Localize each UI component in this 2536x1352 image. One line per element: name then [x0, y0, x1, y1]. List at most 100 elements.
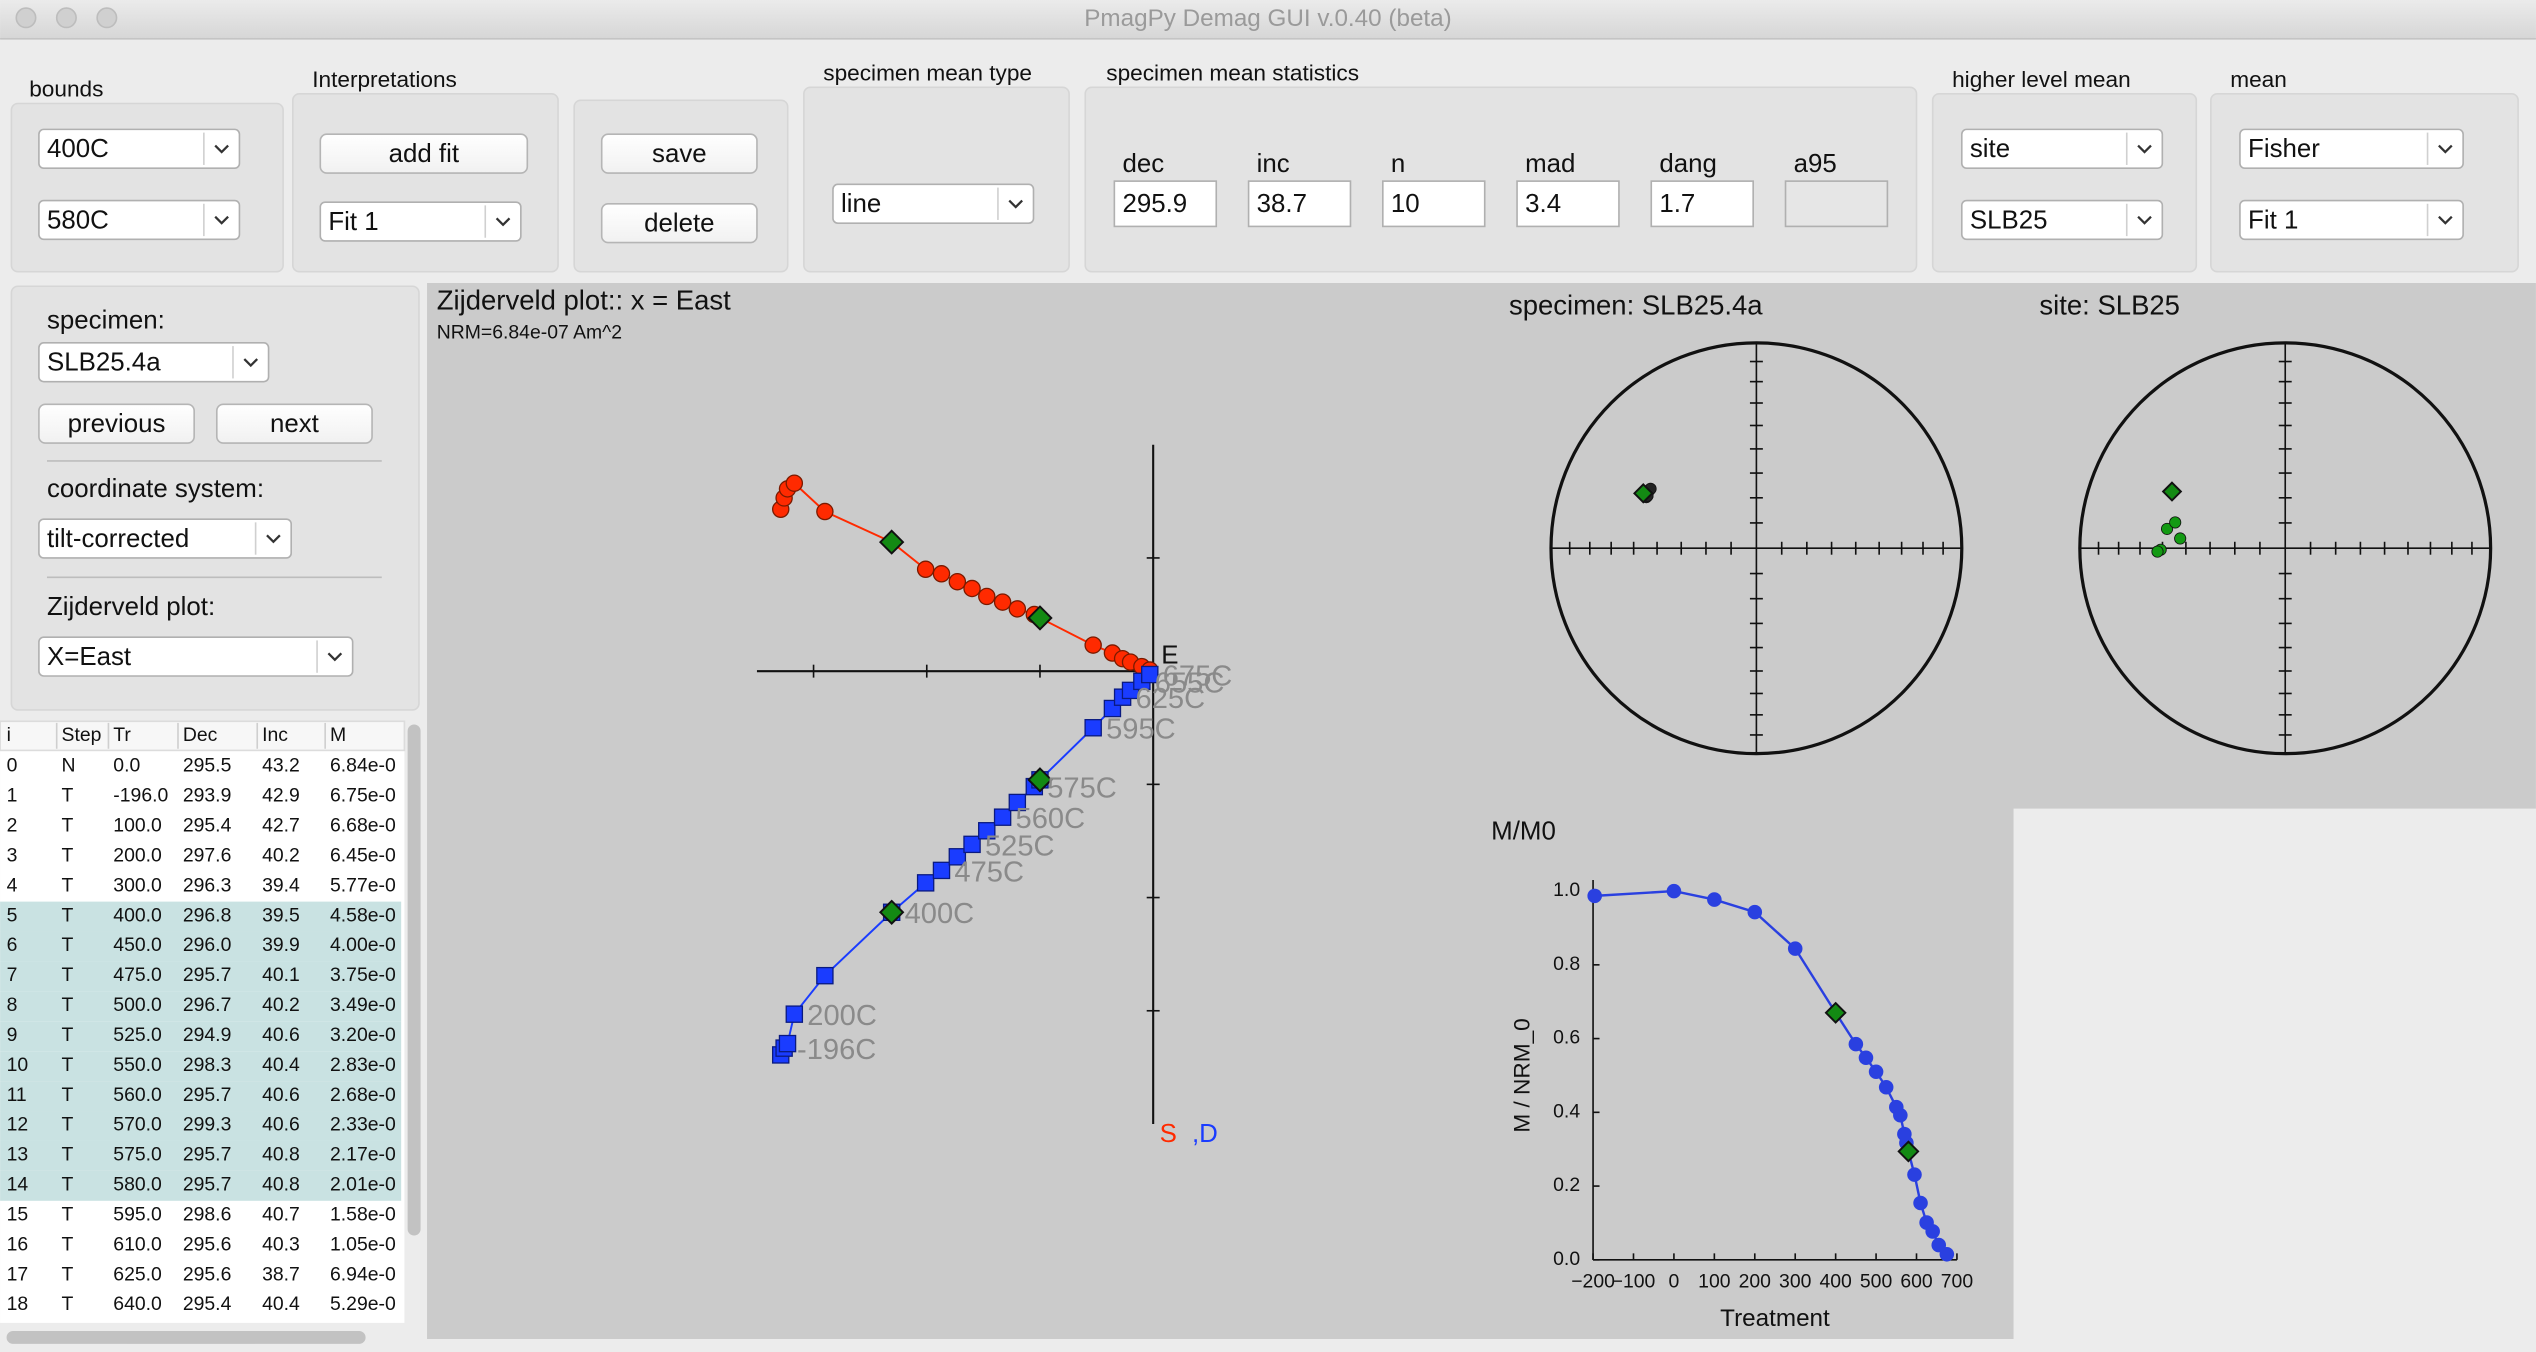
- dropdown-arrow: [214, 215, 229, 225]
- button-label: add fit: [389, 140, 459, 168]
- step-label: 595C: [1106, 714, 1176, 746]
- dropdown[interactable]: [38, 128, 241, 169]
- dropdown[interactable]: [1960, 128, 2164, 169]
- table-cell: 3.75e-0: [330, 964, 396, 986]
- table-cell: 40.8: [262, 1174, 300, 1196]
- table-cell: 298.3: [183, 1054, 232, 1076]
- button[interactable]: [38, 403, 195, 444]
- decay-point: [1747, 904, 1763, 920]
- stat-value: 1.7: [1659, 190, 1695, 218]
- fit-endpoint: [1824, 1001, 1847, 1024]
- table-cell: 575.0: [113, 1144, 162, 1166]
- table-cell: 43.2: [262, 755, 300, 777]
- fit-endpoint: [1897, 1140, 1920, 1163]
- direction-point: [2169, 516, 2182, 529]
- horizontal-point: [948, 572, 967, 591]
- table-cell: 6.45e-0: [330, 844, 396, 866]
- table-cell: 298.6: [183, 1203, 232, 1225]
- table-cell: T: [62, 1144, 74, 1166]
- step-label: 575C: [1047, 773, 1117, 805]
- decay-point: [1913, 1195, 1928, 1211]
- vertical-point: [916, 874, 935, 892]
- table-cell: T: [62, 785, 74, 807]
- stat-field[interactable]: [1516, 180, 1620, 228]
- fit-endpoint: [878, 529, 905, 555]
- direction-point: [2160, 522, 2174, 535]
- zoom-button[interactable]: [96, 7, 118, 29]
- minimize-button[interactable]: [55, 7, 77, 29]
- group-label: higher level mean: [1952, 67, 2131, 92]
- y-tick-label: 0.2: [1553, 1174, 1580, 1196]
- x-tick-label: 400: [1819, 1271, 1852, 1293]
- dropdown[interactable]: [2239, 199, 2464, 241]
- group-label: mean: [2230, 67, 2287, 92]
- stat-field[interactable]: [1650, 180, 1754, 228]
- button[interactable]: [600, 133, 758, 174]
- x-tick-label: 300: [1779, 1271, 1812, 1293]
- vertical-scrollbar[interactable]: [407, 724, 421, 1236]
- dropdown-value: SLB25: [1970, 206, 2048, 234]
- dropdown[interactable]: [832, 183, 1035, 224]
- button[interactable]: [600, 202, 758, 244]
- table-cell: 39.5: [262, 904, 300, 926]
- step-label: 400C: [905, 898, 975, 930]
- dropdown-value: 400C: [47, 135, 109, 163]
- table-cell: 5.77e-0: [330, 874, 396, 896]
- x-tick-label: −100: [1612, 1271, 1656, 1293]
- button[interactable]: [215, 403, 373, 444]
- table-cell: -196.0: [113, 785, 168, 807]
- table-cell: T: [62, 1203, 74, 1225]
- decay-point: [1878, 1079, 1894, 1095]
- horizontal-point: [816, 502, 834, 521]
- table-cell: 39.4: [262, 874, 300, 896]
- plot-area: [427, 283, 2536, 1340]
- table-cell: 295.7: [183, 1084, 232, 1106]
- row-highlight: [0, 1051, 402, 1082]
- button[interactable]: [319, 133, 529, 174]
- table-cell: 5: [7, 904, 18, 926]
- stat-field[interactable]: [1382, 180, 1486, 228]
- table-cell: 295.7: [183, 964, 232, 986]
- table-cell: 560.0: [113, 1084, 162, 1106]
- table-cell: 4.00e-0: [330, 934, 396, 956]
- dropdown-value: 580C: [47, 206, 109, 234]
- decay-point: [1848, 1036, 1864, 1052]
- horizontal-scrollbar[interactable]: [6, 1330, 366, 1344]
- table-cell: 1: [7, 785, 18, 807]
- table-cell: 525.0: [113, 1024, 162, 1046]
- table-cell: N: [62, 755, 76, 777]
- direction-point: [2151, 545, 2164, 558]
- group-label: specimen mean type: [823, 60, 1032, 85]
- stat-label: dec: [1122, 150, 1164, 178]
- vertical-point: [1008, 793, 1027, 812]
- table-cell: 1.58e-0: [330, 1203, 396, 1225]
- stat-field[interactable]: [1113, 180, 1218, 228]
- close-button[interactable]: [15, 7, 37, 29]
- dropdown[interactable]: [319, 201, 522, 242]
- button-label: delete: [644, 210, 714, 238]
- table-cell: 2: [7, 815, 18, 837]
- stat-field[interactable]: [1247, 180, 1352, 228]
- table-cell: 40.8: [262, 1144, 300, 1166]
- dropdown[interactable]: [1960, 199, 2164, 241]
- dropdown[interactable]: [38, 199, 241, 241]
- row-highlight: [0, 1021, 402, 1052]
- row-highlight: [0, 1111, 402, 1141]
- table-cell: T: [62, 844, 74, 866]
- table-cell: 293.9: [183, 785, 232, 807]
- stat-field[interactable]: [1784, 180, 1889, 228]
- vertical-point: [978, 822, 996, 840]
- dropdown[interactable]: [38, 342, 270, 383]
- table-cell: 500.0: [113, 994, 162, 1016]
- dropdown[interactable]: [38, 636, 354, 677]
- stat-value: 3.4: [1525, 190, 1561, 218]
- row-highlight: [0, 1140, 402, 1171]
- table-cell: 595.0: [113, 1203, 162, 1225]
- table-cell: 15: [7, 1203, 29, 1225]
- stat-label: mad: [1525, 150, 1575, 178]
- dropdown[interactable]: [38, 518, 293, 559]
- horizontal-point: [963, 579, 981, 598]
- table-cell: T: [62, 1114, 74, 1136]
- dropdown[interactable]: [2239, 128, 2464, 169]
- table-cell: 40.6: [262, 1114, 300, 1136]
